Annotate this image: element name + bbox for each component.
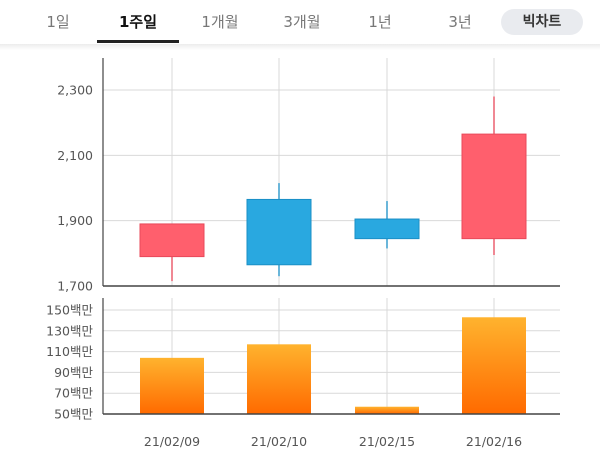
big-chart-button[interactable]: 빅차트 [501, 9, 583, 35]
volume-tick-label: 70백만 [54, 386, 93, 401]
tab-3month[interactable]: 3개월 [283, 13, 321, 31]
price-axis-labels: 1,700 1,900 2,100 2,300 [57, 83, 93, 294]
price-axes [102, 58, 560, 287]
volume-tick-label: 50백만 [54, 407, 93, 422]
tab-1month[interactable]: 1개월 [201, 13, 239, 31]
tab-1year[interactable]: 1년 [368, 13, 392, 31]
tab-divider-shadow [0, 44, 600, 50]
volume-bar [247, 344, 311, 414]
price-tick-label: 1,900 [57, 213, 93, 228]
tab-1day[interactable]: 1일 [46, 13, 70, 31]
volume-bars [140, 317, 526, 414]
volume-axis-labels: 50백만 70백만 90백만 110백만 130백만 150백만 [46, 303, 93, 422]
period-tabs: 1일 1주일 1개월 3개월 1년 3년 빅차트 [0, 0, 600, 44]
tab-1week[interactable]: 1주일 [118, 13, 158, 31]
volume-axes [102, 298, 560, 415]
date-tick-label: 21/02/16 [466, 434, 522, 449]
volume-bar [355, 406, 419, 414]
volume-bar [462, 317, 526, 414]
volume-tick-label: 90백만 [54, 365, 93, 380]
tab-3year[interactable]: 3년 [448, 13, 472, 31]
date-tick-label: 21/02/10 [251, 434, 307, 449]
volume-tick-label: 110백만 [46, 344, 93, 359]
active-tab-indicator [97, 40, 179, 43]
volume-tick-label: 130백만 [46, 323, 93, 338]
price-tick-label: 2,300 [57, 83, 93, 98]
volume-tick-label: 150백만 [46, 303, 93, 318]
price-tick-label: 2,100 [57, 148, 93, 163]
volume-bar [140, 357, 204, 414]
candle-body [354, 218, 420, 240]
candle-body [139, 223, 205, 258]
candle-body [461, 133, 527, 240]
price-tick-label: 1,700 [57, 279, 93, 294]
date-tick-label: 21/02/09 [144, 434, 200, 449]
date-axis-labels: 21/02/09 21/02/10 21/02/15 21/02/16 [144, 434, 522, 449]
price-candles [139, 96, 527, 282]
candle-body [246, 198, 312, 266]
date-tick-label: 21/02/15 [359, 434, 415, 449]
